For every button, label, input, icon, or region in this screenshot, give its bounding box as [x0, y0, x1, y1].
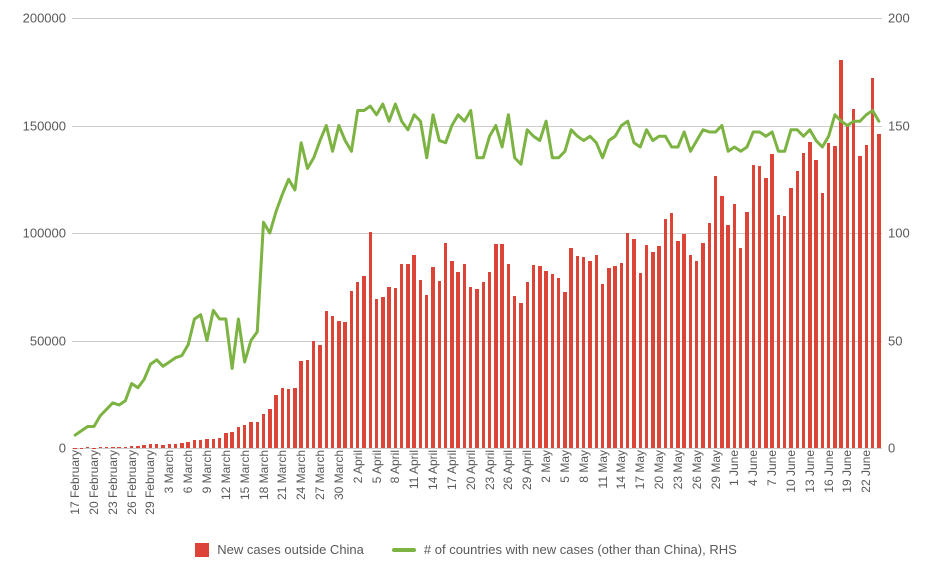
line-layer: [72, 18, 882, 448]
x-label: 2 May: [539, 448, 553, 483]
line-series: [75, 104, 879, 435]
legend-item: New cases outside China: [195, 542, 364, 557]
x-label: 15 March: [238, 448, 252, 500]
x-label: 4 June: [746, 448, 760, 486]
x-label: 23 April: [483, 448, 497, 490]
y-right-label: 100: [882, 226, 910, 241]
x-label: 29 April: [520, 448, 534, 490]
x-label: 10 June: [784, 448, 798, 493]
y-right-label: 0: [882, 441, 895, 456]
x-label: 22 June: [859, 448, 873, 493]
x-label: 16 June: [822, 448, 836, 493]
x-label: 8 April: [388, 448, 402, 483]
y-left-label: 50000: [30, 333, 72, 348]
legend-swatch-line: [392, 548, 416, 552]
x-label: 18 March: [257, 448, 271, 500]
x-label: 30 March: [332, 448, 346, 500]
x-label: 1 June: [727, 448, 741, 486]
x-label: 14 April: [426, 448, 440, 490]
x-label: 14 May: [614, 448, 628, 489]
x-label: 23 February: [106, 448, 120, 515]
x-label: 20 February: [87, 448, 101, 515]
x-label: 19 June: [840, 448, 854, 493]
y-left-label: 150000: [23, 118, 72, 133]
x-label: 20 May: [652, 448, 666, 489]
y-right-label: 200: [882, 11, 910, 26]
y-right-label: 50: [882, 333, 902, 348]
y-left-label: 200000: [23, 11, 72, 26]
x-label: 5 April: [370, 448, 384, 483]
x-label: 26 May: [690, 448, 704, 489]
x-label: 17 April: [445, 448, 459, 490]
x-label: 26 February: [125, 448, 139, 515]
x-label: 26 April: [501, 448, 515, 490]
legend: New cases outside China # of countries wi…: [0, 542, 932, 557]
legend-swatch-bar: [195, 543, 209, 557]
x-label: 3 March: [162, 448, 176, 493]
x-label: 5 May: [558, 448, 572, 483]
y-right-label: 150: [882, 118, 910, 133]
x-label: 21 March: [275, 448, 289, 500]
x-label: 9 March: [200, 448, 214, 493]
chart-container: 05000010000015000020000005010015020017 F…: [0, 0, 932, 574]
x-label: 27 March: [313, 448, 327, 500]
x-label: 23 May: [671, 448, 685, 489]
x-label: 29 February: [143, 448, 157, 515]
x-label: 8 May: [577, 448, 591, 483]
plot-area: 05000010000015000020000005010015020017 F…: [72, 18, 882, 448]
x-label: 7 June: [765, 448, 779, 486]
x-label: 29 May: [709, 448, 723, 489]
y-left-label: 100000: [23, 226, 72, 241]
x-label: 13 June: [803, 448, 817, 493]
legend-label: New cases outside China: [217, 542, 364, 557]
x-label: 11 May: [596, 448, 610, 488]
x-label: 24 March: [294, 448, 308, 500]
legend-label: # of countries with new cases (other tha…: [424, 542, 737, 557]
x-label: 2 April: [351, 448, 365, 483]
x-label: 17 February: [68, 448, 82, 515]
x-label: 6 March: [181, 448, 195, 493]
x-label: 12 March: [219, 448, 233, 500]
x-label: 11 April: [407, 448, 421, 489]
x-label: 20 April: [464, 448, 478, 490]
legend-item: # of countries with new cases (other tha…: [392, 542, 737, 557]
x-label: 17 May: [633, 448, 647, 489]
